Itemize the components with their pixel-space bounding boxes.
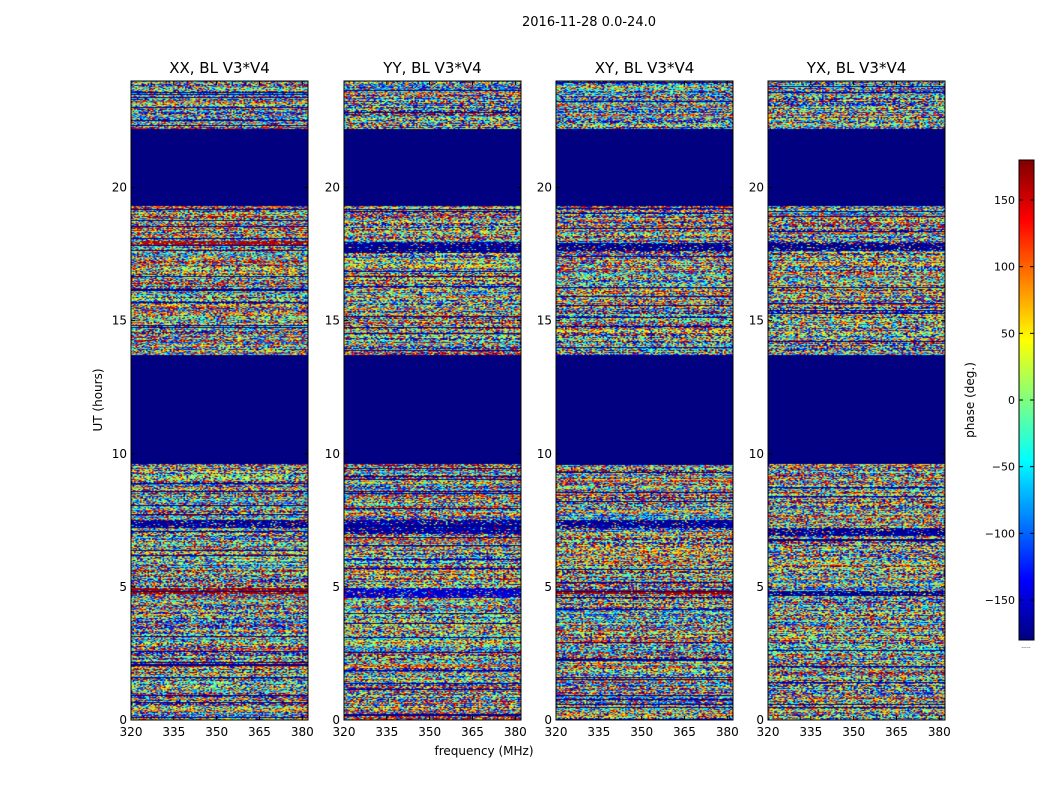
- colorbar-tick-label: 100: [994, 261, 1015, 274]
- colorbar-label: phase (deg.): [963, 362, 977, 438]
- panel-4: YX, BL V3*V4 320 335 350 365 380 0 5 10 15 20: [749, 59, 951, 739]
- x-tick-label: 335: [587, 725, 610, 739]
- y-tick-label: 0: [332, 713, 340, 727]
- panel-2: YY, BL V3*V4 320 335 350 365 380 0 5 10 15 20: [325, 59, 527, 739]
- colorbar-tick-label: 50: [1001, 327, 1015, 340]
- x-tick-label: 380: [928, 725, 951, 739]
- y-tick-label: 0: [119, 713, 127, 727]
- y-tick-label: 15: [112, 314, 127, 328]
- phase-heatmap: [344, 81, 521, 720]
- x-tick-label: 365: [673, 725, 696, 739]
- y-tick-label: 20: [325, 181, 340, 195]
- y-tick-label: 20: [749, 181, 764, 195]
- y-tick-label: 20: [537, 181, 552, 195]
- y-tick-label: 5: [119, 580, 127, 594]
- x-tick-label: 380: [291, 725, 314, 739]
- x-tick-label: 350: [842, 725, 865, 739]
- y-tick-label: 10: [537, 447, 552, 461]
- colorbar-tick-label: −50: [992, 461, 1015, 474]
- panel-title: XX, BL V3*V4: [169, 59, 270, 77]
- y-tick-label: 5: [332, 580, 340, 594]
- plot-frame: [343, 80, 522, 721]
- colorbar-tick-label: 150: [994, 194, 1015, 207]
- colorbar-min-marker: .....: [1021, 643, 1031, 650]
- x-tick-label: 320: [120, 725, 143, 739]
- colorbar-tick-label: 0: [1008, 394, 1015, 407]
- y-tick-label: 10: [112, 447, 127, 461]
- x-tick-label: 335: [162, 725, 185, 739]
- y-tick-label: 15: [749, 314, 764, 328]
- y-tick-label: 10: [749, 447, 764, 461]
- panel-title: YX, BL V3*V4: [806, 59, 907, 77]
- panel-title: XY, BL V3*V4: [595, 59, 695, 77]
- x-tick-label: 335: [375, 725, 398, 739]
- plot-frame: [555, 80, 734, 721]
- y-tick-label: 0: [756, 713, 764, 727]
- x-tick-label: 380: [716, 725, 739, 739]
- phase-heatmap: [768, 81, 945, 720]
- x-tick-label: 365: [885, 725, 908, 739]
- colorbar-tick-label: −100: [985, 527, 1015, 540]
- phase-heatmap: [131, 81, 308, 720]
- colorbar: −150 −100 −50 0 50 100 150: [985, 159, 1035, 641]
- x-tick-label: 350: [418, 725, 441, 739]
- figure-title: 2016-11-28 0.0-24.0: [522, 15, 656, 30]
- plot-frame: [767, 80, 946, 721]
- colorbar-tick-label: −150: [985, 594, 1015, 607]
- x-tick-label: 320: [757, 725, 780, 739]
- y-tick-label: 5: [756, 580, 764, 594]
- x-tick-label: 365: [248, 725, 271, 739]
- phase-heatmap: [556, 81, 733, 720]
- plot-frame: [130, 80, 309, 721]
- x-tick-label: 350: [630, 725, 653, 739]
- y-tick-label: 0: [544, 713, 552, 727]
- x-tick-label: 380: [504, 725, 527, 739]
- y-axis-label: UT (hours): [91, 368, 105, 431]
- panel-title: YY, BL V3*V4: [382, 59, 481, 77]
- panel-1: XX, BL V3*V4 320 335 350 365 380 0 5 10 15 20: [112, 59, 314, 739]
- x-axis-label: frequency (MHz): [434, 744, 533, 758]
- x-tick-label: 365: [461, 725, 484, 739]
- x-tick-label: 335: [799, 725, 822, 739]
- x-tick-label: 320: [545, 725, 568, 739]
- x-tick-label: 320: [333, 725, 356, 739]
- y-tick-label: 10: [325, 447, 340, 461]
- y-tick-label: 20: [112, 181, 127, 195]
- y-tick-label: 15: [325, 314, 340, 328]
- panel-3: XY, BL V3*V4 320 335 350 365 380 0 5 10 15 20: [537, 59, 739, 739]
- y-tick-label: 5: [544, 580, 552, 594]
- y-tick-label: 15: [537, 314, 552, 328]
- x-tick-label: 350: [205, 725, 228, 739]
